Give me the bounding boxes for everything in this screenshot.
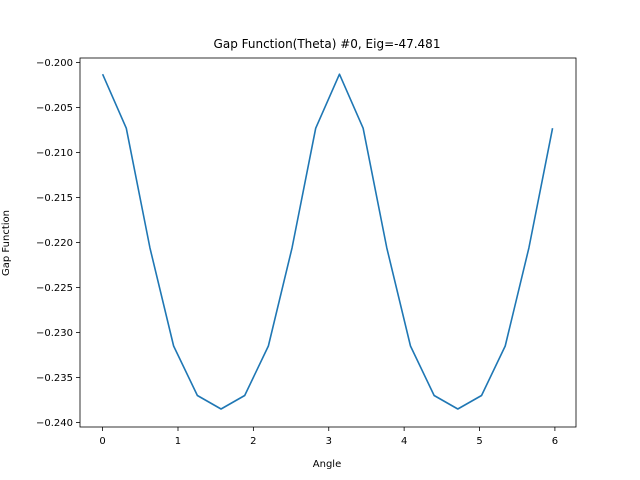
x-tick-label: 6 [552, 436, 558, 447]
y-tick-label: −0.220 [36, 238, 73, 249]
series-layer [101, 73, 554, 410]
y-axis-ticks: −0.240 −0.235 −0.230 −0.225 −0.220 −0.215 −0.2… [36, 58, 80, 429]
axes-frame [79, 57, 577, 428]
y-tick-label: −0.200 [36, 58, 73, 69]
x-axis-ticks: 0 1 2 3 4 5 6 [99, 427, 558, 447]
chart-title: Gap Function(Theta) #0, Eig=-47.481 [214, 37, 441, 51]
x-tick-label: 4 [401, 436, 407, 447]
x-tick-label: 1 [175, 436, 181, 447]
series-line-0 [101, 73, 554, 410]
y-tick-label: −0.240 [36, 418, 73, 429]
x-tick-label: 2 [250, 436, 256, 447]
y-tick-label: −0.230 [36, 328, 73, 339]
x-tick-label: 5 [476, 436, 482, 447]
x-tick-label: 0 [99, 436, 105, 447]
x-tick-label: 3 [326, 436, 332, 447]
y-tick-label: −0.215 [36, 193, 73, 204]
y-tick-label: −0.205 [36, 103, 73, 114]
y-axis-label: Gap Function [1, 210, 12, 276]
y-tick-label: −0.225 [36, 283, 73, 294]
y-tick-label: −0.210 [36, 148, 73, 159]
x-axis-label: Angle [313, 459, 341, 470]
y-tick-label: −0.235 [36, 373, 73, 384]
